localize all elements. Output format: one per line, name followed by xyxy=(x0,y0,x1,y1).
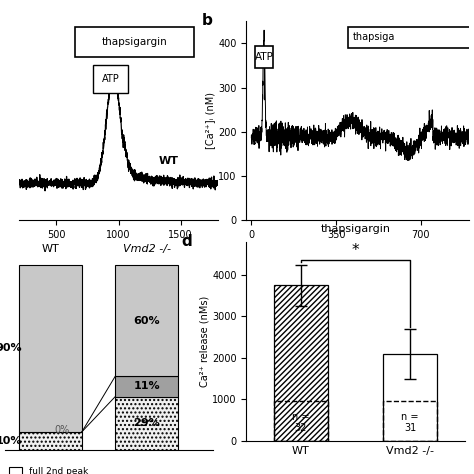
Bar xyxy=(92,65,128,93)
Bar xyxy=(75,27,194,57)
Bar xyxy=(19,432,82,450)
Text: ATP: ATP xyxy=(101,74,119,84)
Bar xyxy=(255,46,273,68)
Text: Vmd2 -/-: Vmd2 -/- xyxy=(123,244,171,254)
Text: thapsigargin: thapsigargin xyxy=(320,224,391,234)
Bar xyxy=(383,354,437,441)
Text: thapsigargin: thapsigargin xyxy=(101,37,167,47)
X-axis label: Time (s): Time (s) xyxy=(99,246,138,255)
Text: WT: WT xyxy=(158,155,178,166)
Text: ATP: ATP xyxy=(255,52,273,62)
Legend: full 2nd peak, reduced 2nd peak, no 2nd peak: full 2nd peak, reduced 2nd peak, no 2nd … xyxy=(5,463,115,474)
Text: thapsiga: thapsiga xyxy=(353,32,395,42)
Bar xyxy=(274,285,328,441)
Bar xyxy=(115,376,178,397)
Text: 11%: 11% xyxy=(133,382,160,392)
Text: n =
32: n = 32 xyxy=(292,411,310,433)
X-axis label: Time (s): Time (s) xyxy=(338,246,378,255)
Text: WT: WT xyxy=(42,244,60,254)
Text: d: d xyxy=(181,234,192,249)
Bar xyxy=(348,27,474,48)
Text: 0%: 0% xyxy=(55,425,70,435)
Text: 10%: 10% xyxy=(0,436,22,446)
Text: 29%: 29% xyxy=(133,419,160,428)
Text: *: * xyxy=(352,243,359,258)
Text: 90%: 90% xyxy=(0,343,22,354)
Text: 60%: 60% xyxy=(133,316,160,326)
Bar xyxy=(19,265,82,432)
Text: b: b xyxy=(202,13,213,28)
Y-axis label: Ca²⁺ release (nMs): Ca²⁺ release (nMs) xyxy=(200,296,210,387)
Y-axis label: [Ca²⁺]ᵢ (nM): [Ca²⁺]ᵢ (nM) xyxy=(206,92,216,149)
Bar xyxy=(115,265,178,376)
Bar xyxy=(115,397,178,450)
Text: n =
31: n = 31 xyxy=(401,411,419,433)
